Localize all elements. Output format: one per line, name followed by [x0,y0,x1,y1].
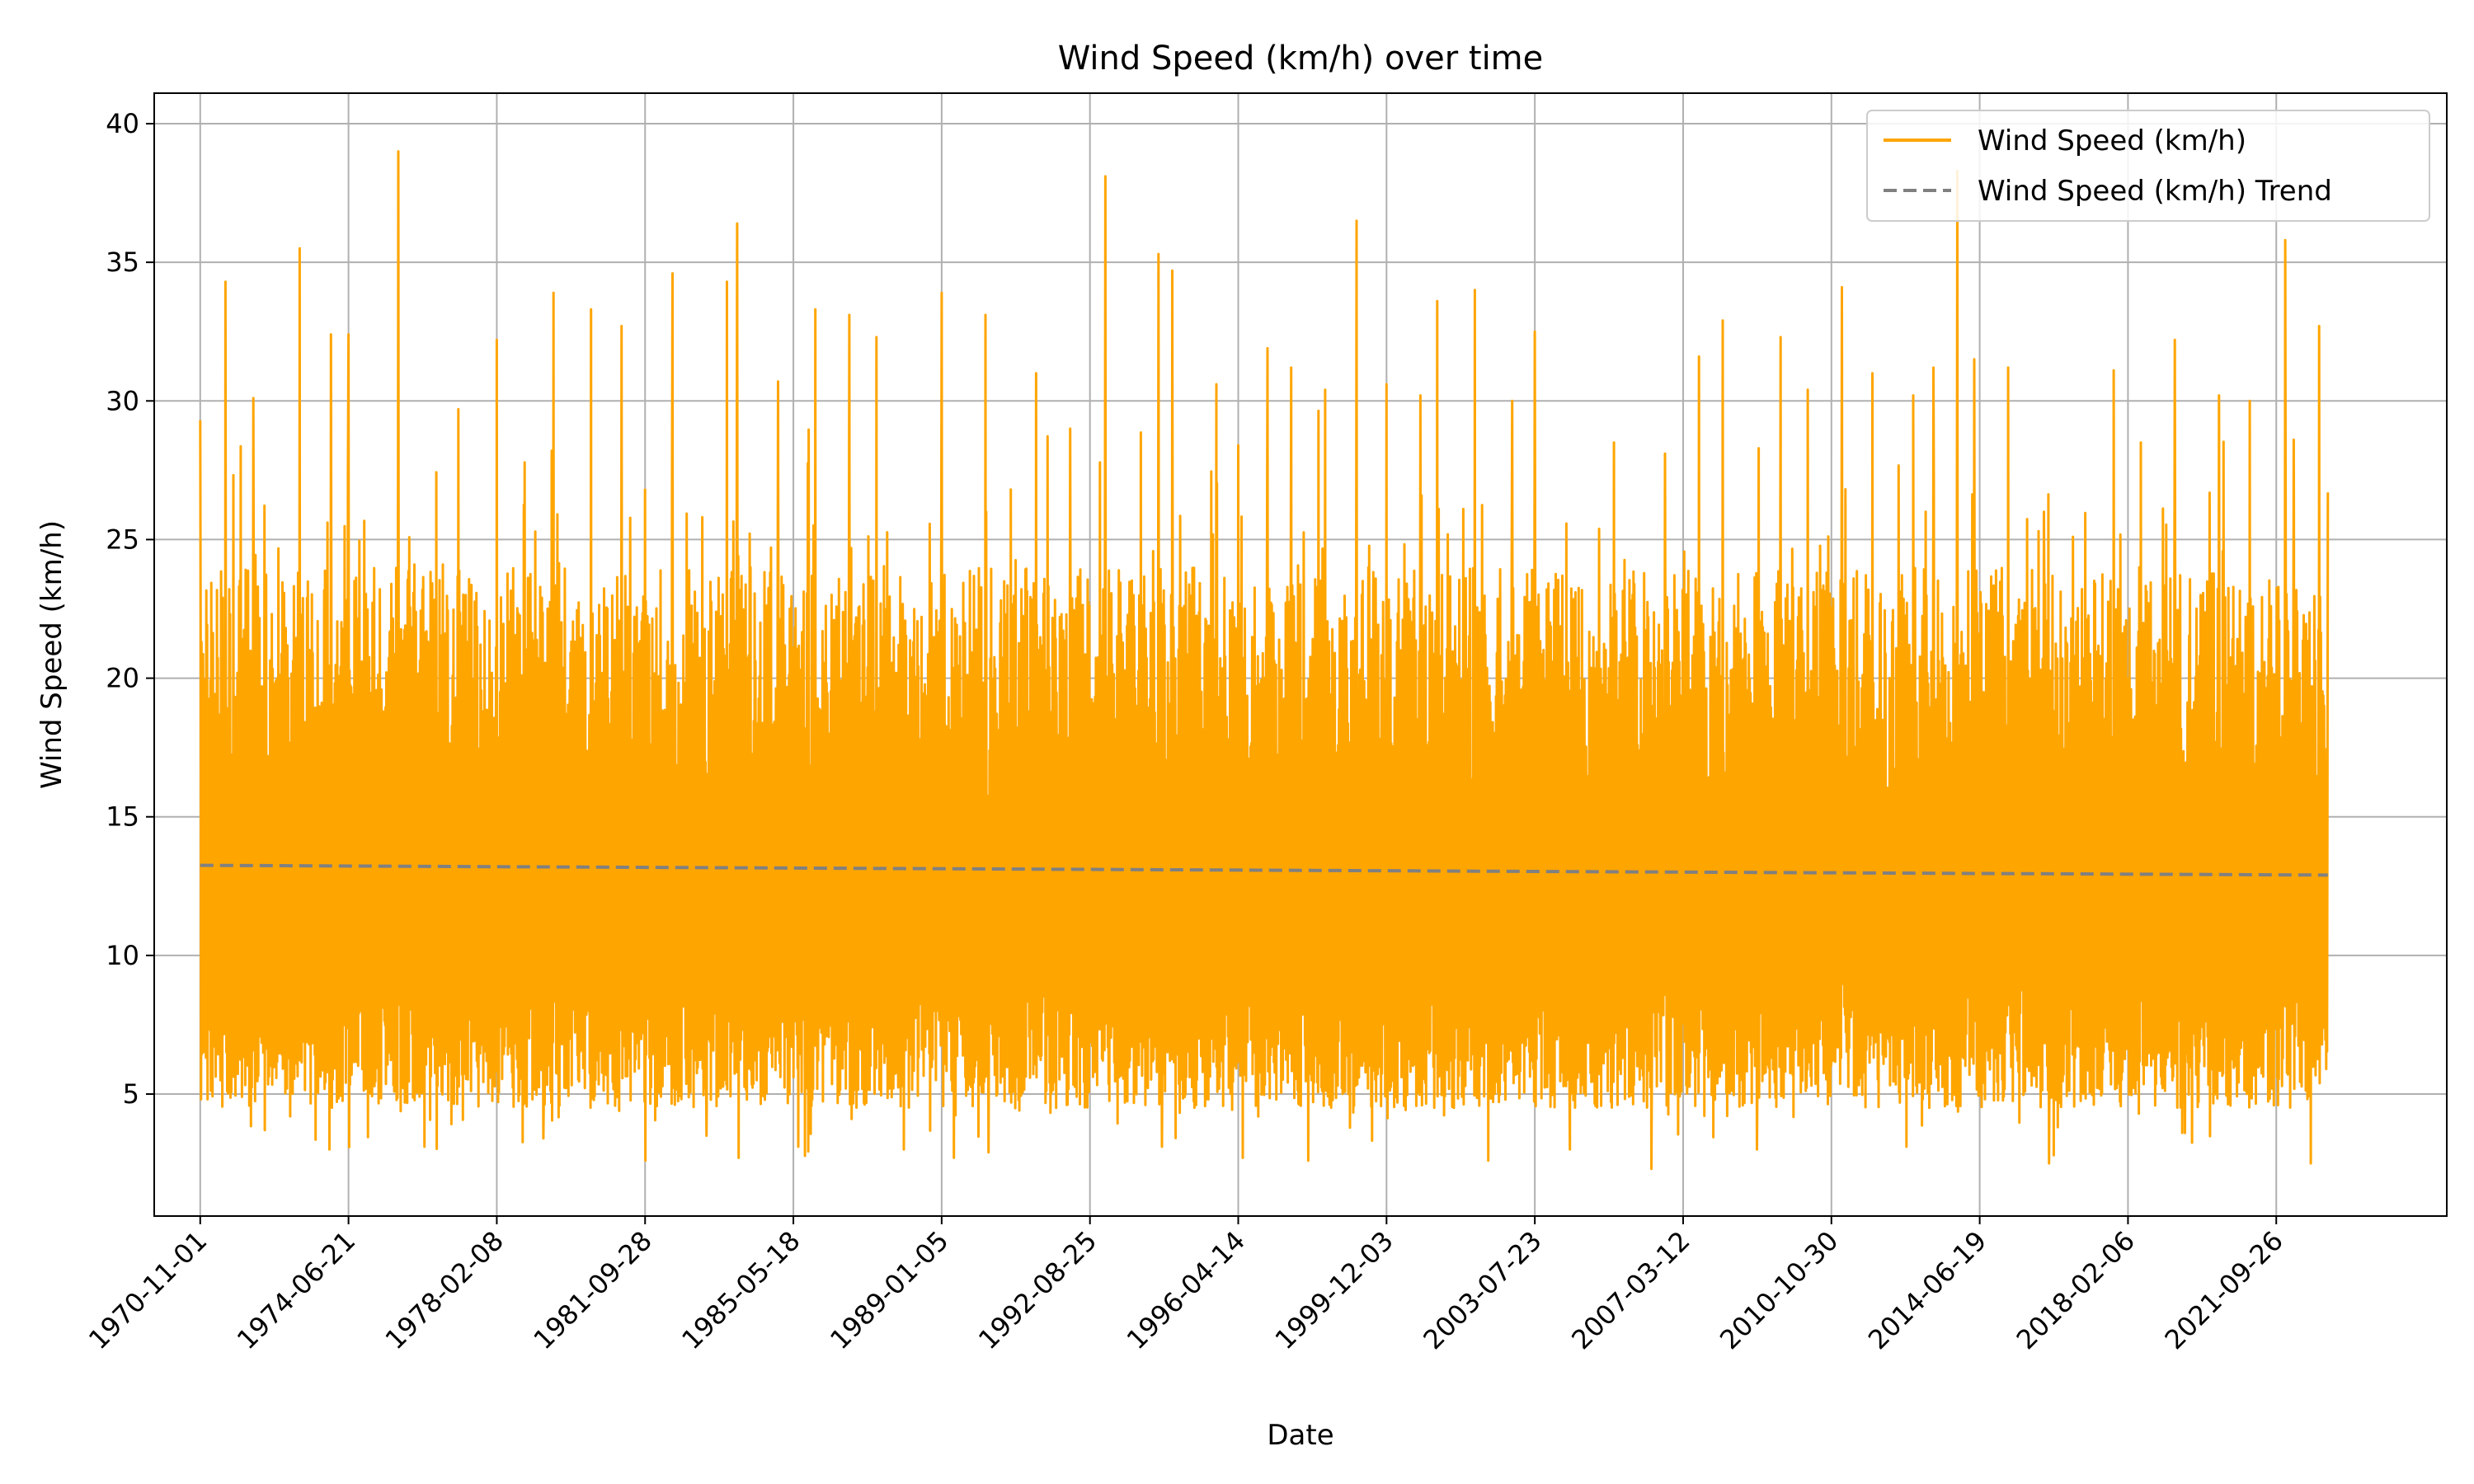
legend-box [1866,110,2430,222]
y-tick-label: 25 [106,524,139,555]
y-tick-label: 35 [106,247,139,278]
legend: Wind Speed (km/h) Wind Speed (km/h) Tren… [1866,110,2430,222]
plot-frame [153,92,2448,1217]
y-axis: 5 10 15 20 25 30 35 40 [106,108,154,1110]
legend-label-wind-speed: Wind Speed (km/h) [1978,124,2246,157]
y-tick-label: 15 [106,801,139,833]
y-tick-label: 5 [123,1078,139,1110]
y-tick-label: 10 [106,940,139,971]
y-tick-label: 40 [106,108,139,139]
wind-speed-series-line [199,150,2330,1171]
legend-label-trend: Wind Speed (km/h) Trend [1978,175,2332,208]
data-layer [199,150,2330,1171]
y-axis-title: Wind Speed (km/h) [35,520,68,789]
y-tick-label: 20 [106,663,139,694]
chart-title: Wind Speed (km/h) over time [1058,40,1544,77]
wind-speed-trend-line [200,863,2328,877]
y-tick-label: 30 [106,385,139,416]
x-axis-title: Date [1267,1419,1333,1452]
